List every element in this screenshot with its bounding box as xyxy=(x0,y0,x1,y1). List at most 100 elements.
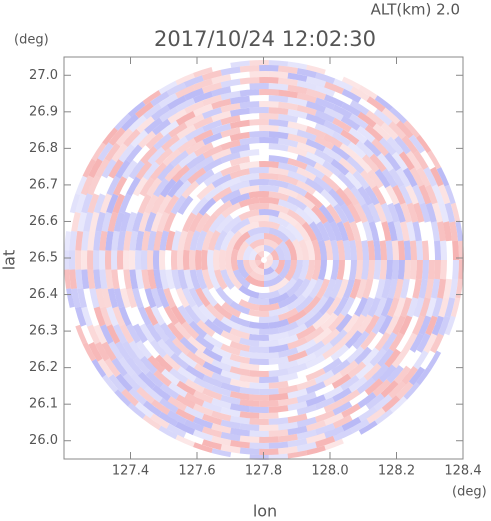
radar-cell xyxy=(363,139,382,157)
radar-cell xyxy=(208,230,221,251)
radar-cell xyxy=(274,260,285,275)
radar-cell xyxy=(444,202,456,223)
radar-cell xyxy=(130,129,149,148)
radar-cell xyxy=(208,269,221,290)
radar-cell xyxy=(177,269,188,290)
radar-cell xyxy=(268,107,289,115)
radar-cell xyxy=(195,169,215,186)
radar-cell xyxy=(229,119,250,129)
radar-cell xyxy=(362,347,380,366)
radar-cell xyxy=(229,143,250,154)
radar-cell xyxy=(355,260,364,280)
radar-cell xyxy=(121,159,138,180)
radar-cell xyxy=(409,260,417,280)
radar-cell xyxy=(360,297,375,318)
radar-cell xyxy=(425,202,437,223)
radar-cell xyxy=(113,211,125,232)
radar-cell xyxy=(111,269,120,290)
radar-cell xyxy=(102,374,118,393)
radar-cell xyxy=(144,288,157,309)
radar-cell xyxy=(379,137,397,156)
radar-cell xyxy=(239,362,260,371)
radar-cell xyxy=(301,221,318,242)
radar-cell xyxy=(229,192,250,206)
radar-cell xyxy=(278,433,298,443)
radar-cell xyxy=(186,153,206,170)
y-tick-label: 26.9 xyxy=(29,104,58,119)
radar-cell xyxy=(175,421,196,436)
radar-cell xyxy=(184,100,205,115)
y-tick-label: 26.2 xyxy=(29,360,58,375)
radar-cell xyxy=(443,221,452,242)
radar-cell xyxy=(286,223,304,242)
radar-cell xyxy=(313,327,333,344)
radar-cell xyxy=(331,359,351,376)
radar-cell xyxy=(254,260,262,267)
radar-cell xyxy=(257,262,264,270)
radar-cell xyxy=(213,302,233,320)
radar-cell xyxy=(287,425,308,436)
radar-cell xyxy=(238,209,260,221)
radar-cell xyxy=(75,324,88,345)
radar-cell xyxy=(268,380,289,389)
radar-cell xyxy=(249,345,269,354)
radar-cell xyxy=(153,269,163,290)
radar-cell xyxy=(416,333,431,353)
radar-cell xyxy=(93,250,100,270)
radar-cell xyxy=(144,117,163,135)
radar-cell xyxy=(341,102,361,117)
radar-cell xyxy=(328,313,346,332)
radar-cell xyxy=(175,394,196,409)
radar-cell xyxy=(220,115,241,126)
radar-cell xyxy=(211,423,232,434)
radar-cell xyxy=(249,166,269,175)
radar-cell xyxy=(258,290,281,300)
radar-cell xyxy=(121,113,139,132)
radar-cell xyxy=(357,392,377,409)
radar-cell xyxy=(400,202,412,223)
radar-cell xyxy=(348,376,368,393)
radar-cell xyxy=(287,363,308,375)
radar-cell xyxy=(305,354,326,369)
radar-cell xyxy=(171,269,182,290)
radar-cell xyxy=(403,240,411,260)
radar-cell xyxy=(425,297,437,318)
radar-cell xyxy=(278,321,299,334)
radar-cell xyxy=(309,221,324,242)
radar-cell xyxy=(278,113,299,123)
x-tick-label: 127.8 xyxy=(245,464,282,479)
radar-cell xyxy=(99,250,106,270)
radar-cell xyxy=(77,288,87,309)
radar-cell xyxy=(311,239,322,260)
radar-cell xyxy=(132,288,144,309)
radar-cell xyxy=(128,340,145,360)
radar-cell xyxy=(366,96,386,113)
radar-cell xyxy=(314,110,335,123)
radar-cell xyxy=(268,405,289,413)
radar-cell xyxy=(93,269,102,290)
radar-cell xyxy=(397,260,405,280)
radar-cell xyxy=(248,321,270,330)
radar-cell xyxy=(354,203,368,224)
radar-cell xyxy=(367,202,381,223)
radar-cell xyxy=(349,260,357,280)
radar-cell xyxy=(395,167,411,188)
radar-cell xyxy=(135,160,153,180)
radar-cell xyxy=(347,361,367,379)
radar-cell xyxy=(186,350,206,367)
radar-cell xyxy=(174,179,192,199)
radar-cell xyxy=(239,447,260,455)
radar-cell xyxy=(296,68,317,79)
radar-cell xyxy=(374,331,391,352)
radar-cell xyxy=(233,269,251,289)
radar-cell xyxy=(317,239,328,260)
radar-cell xyxy=(95,288,106,309)
radar-cell xyxy=(421,240,429,260)
radar-cell xyxy=(161,368,180,386)
radar-cell xyxy=(305,138,326,152)
radar-cell xyxy=(413,150,429,170)
radar-cell xyxy=(386,136,404,155)
radar-cell xyxy=(195,287,211,308)
radar-cell xyxy=(311,295,329,315)
radar-cell xyxy=(397,240,405,260)
